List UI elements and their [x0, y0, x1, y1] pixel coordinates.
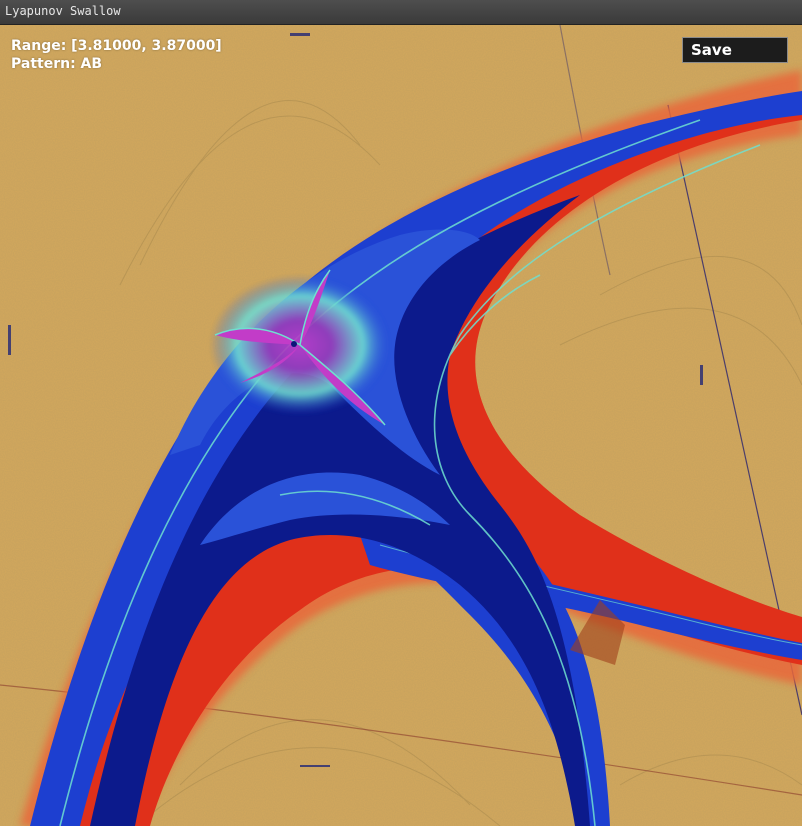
save-button[interactable]: Save — [682, 37, 788, 63]
info-overlay: Range: [3.81000, 3.87000] Pattern: AB — [11, 37, 222, 73]
pattern-label: Pattern: AB — [11, 56, 103, 72]
title-bar[interactable]: Lyapunov Swallow — [0, 0, 802, 25]
window-title: Lyapunov Swallow — [5, 4, 121, 18]
range-label: Range: [3.81000, 3.87000] — [11, 38, 222, 54]
lyapunov-fractal-image — [0, 25, 802, 826]
fractal-canvas[interactable]: Range: [3.81000, 3.87000] Pattern: AB Sa… — [0, 25, 802, 826]
